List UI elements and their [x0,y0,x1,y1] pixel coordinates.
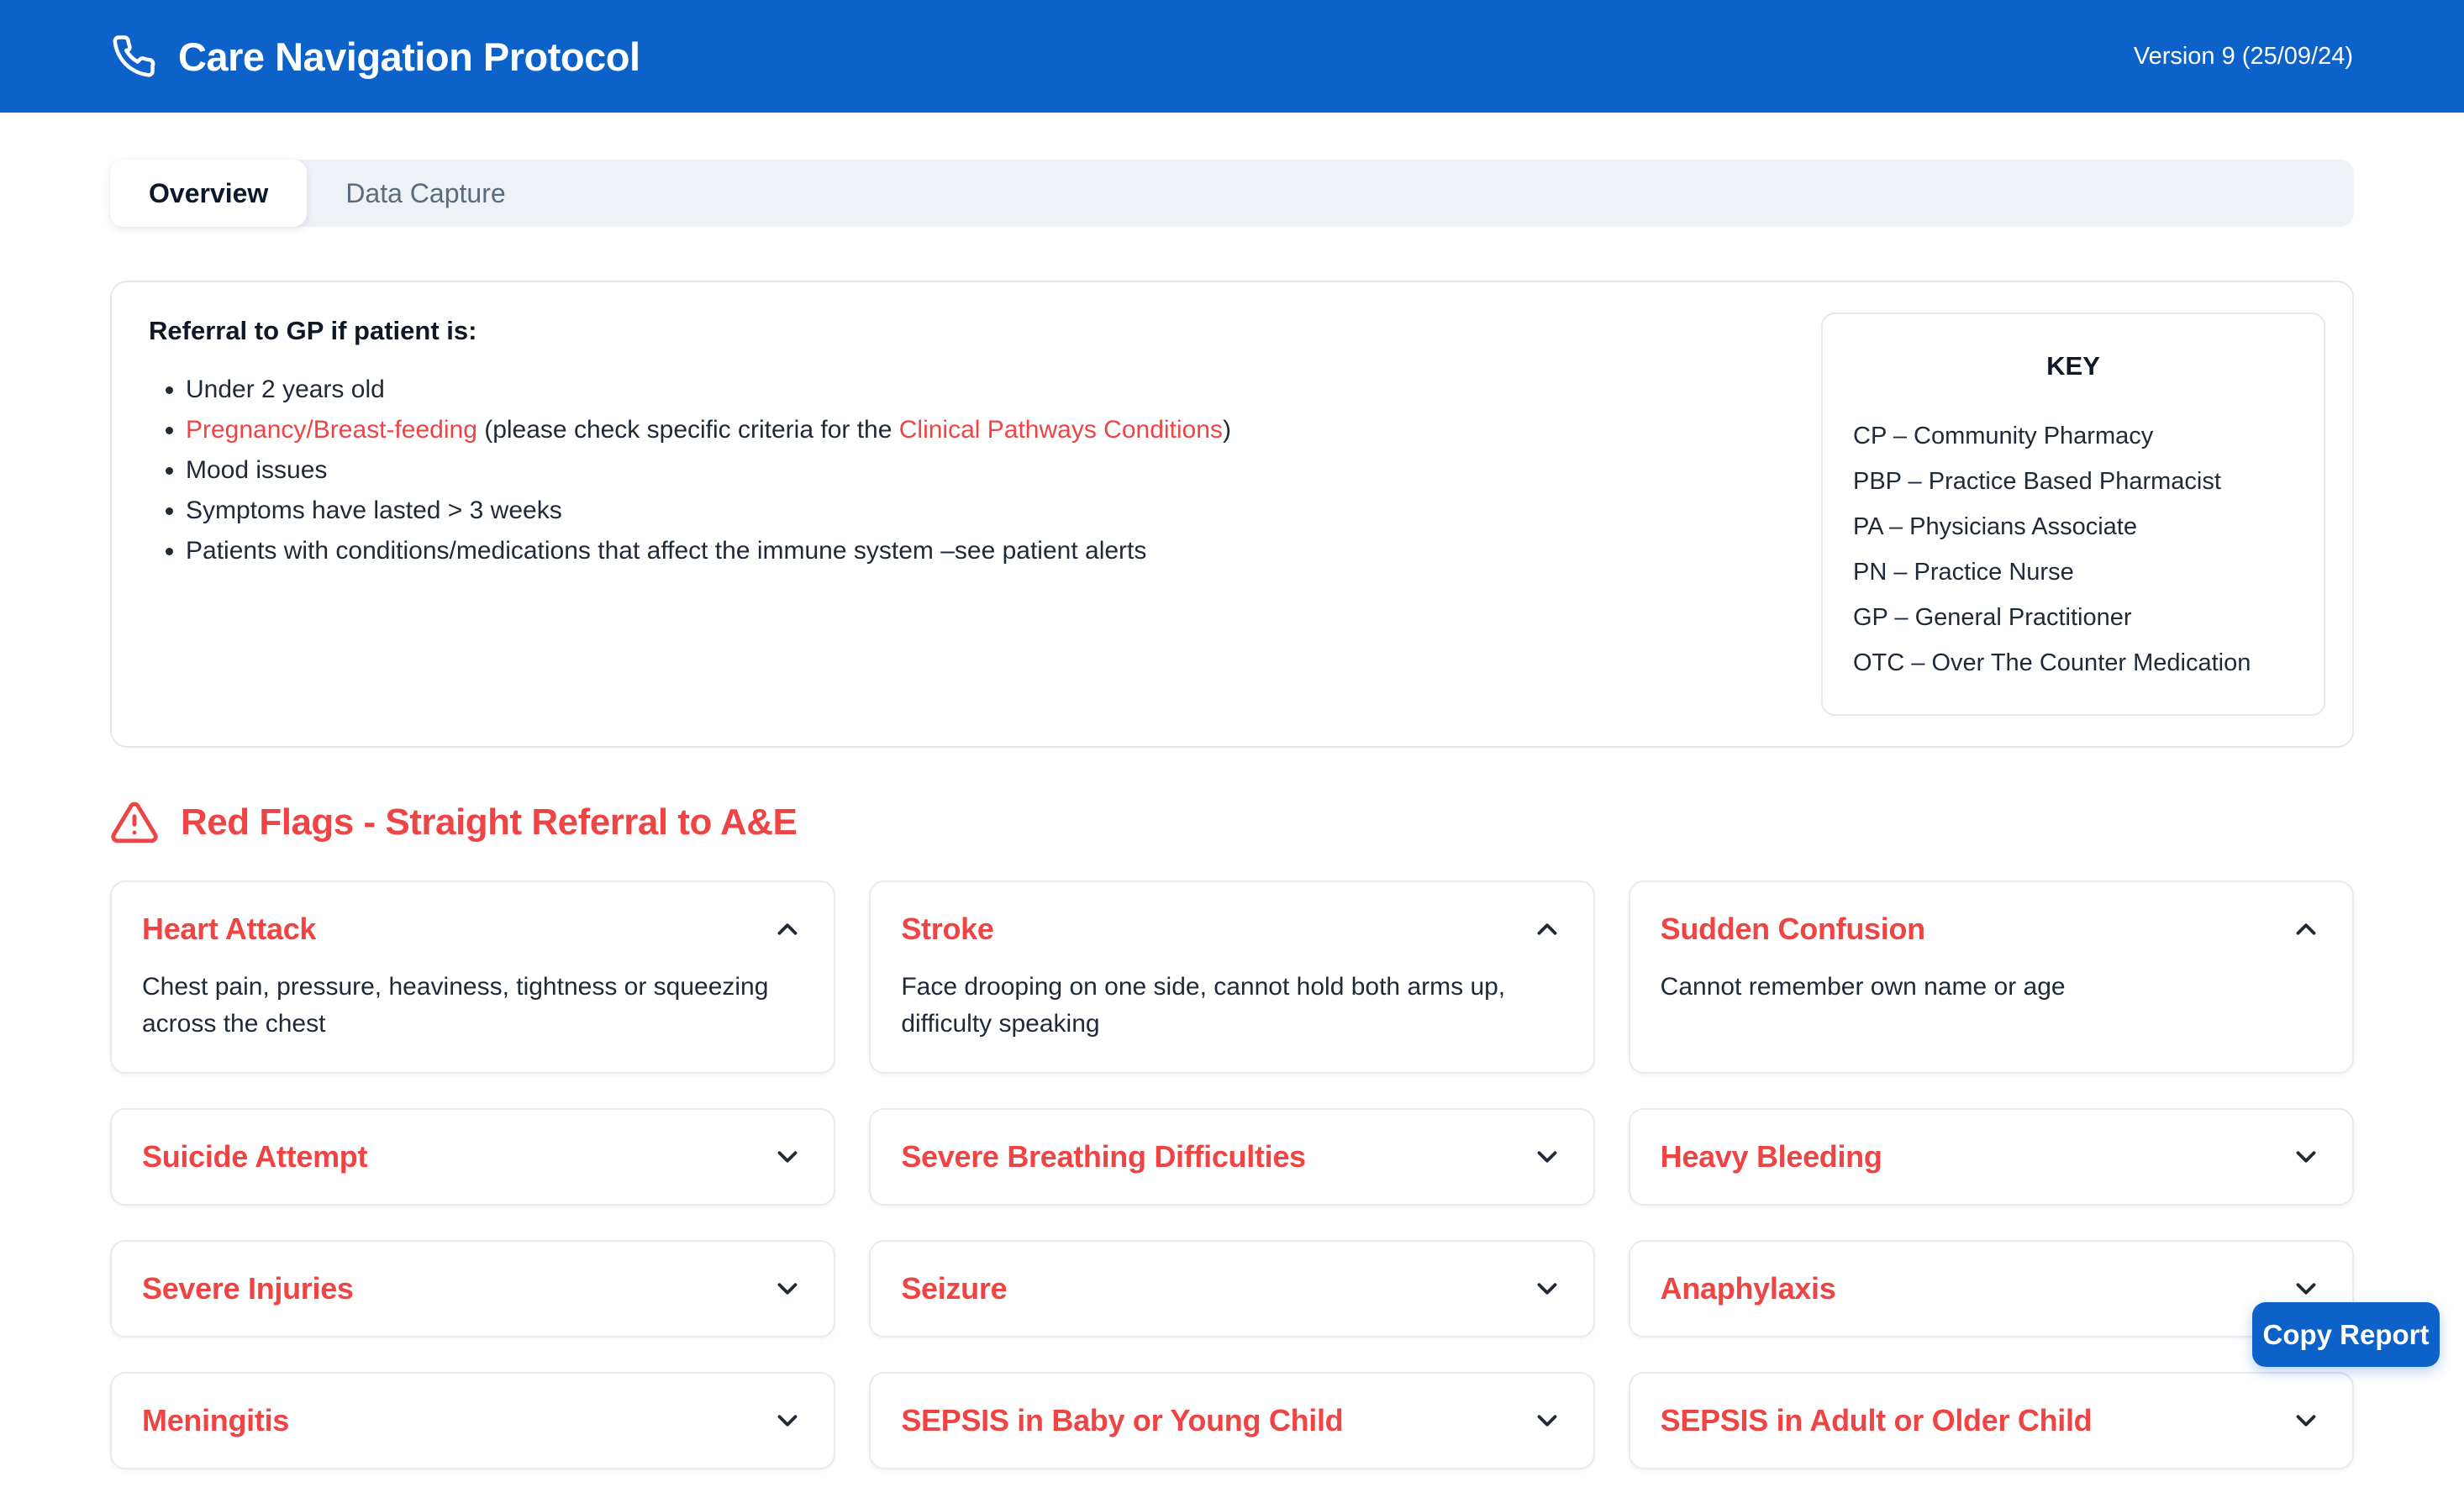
card-body: Face drooping on one side, cannot hold b… [901,969,1562,1043]
referral-bullet: Patients with conditions/medications tha… [186,531,1781,571]
card-title: Anaphylaxis [1661,1271,1836,1306]
card-header[interactable]: Sudden Confusion [1661,912,2322,947]
referral-bullet-text: Symptoms have lasted > 3 weeks [186,497,562,524]
referral-bullet: Symptoms have lasted > 3 weeks [186,491,1781,531]
card-title: SEPSIS in Adult or Older Child [1661,1403,2093,1438]
card-header[interactable]: Suicide Attempt [142,1139,803,1175]
key-entry: PA – Physicians Associate [1853,504,2293,549]
referral-bullet-list: Under 2 years old Pregnancy/Breast-feedin… [149,370,1781,571]
chevron-up-icon[interactable] [771,913,803,945]
red-flag-card-stroke[interactable]: Stroke Face drooping on one side, cannot… [869,880,1594,1074]
referral-bullet: Pregnancy/Breast-feeding (please check s… [186,410,1781,450]
card-title: Heart Attack [142,912,316,947]
chevron-up-icon[interactable] [1531,913,1563,945]
key-entry: PN – Practice Nurse [1853,549,2293,595]
card-header[interactable]: Seizure [901,1271,1562,1306]
referral-bullet-highlight: Pregnancy/Breast-feeding [186,416,477,444]
red-flag-card-suicide-attempt[interactable]: Suicide Attempt [110,1108,835,1206]
card-header[interactable]: SEPSIS in Adult or Older Child [1661,1403,2322,1438]
key-entry-list: CP – Community PharmacyPBP – Practice Ba… [1853,413,2293,686]
app-header: Care Navigation Protocol Version 9 (25/0… [0,0,2464,113]
copy-report-button[interactable]: Copy Report [2252,1302,2440,1367]
card-title: Seizure [901,1271,1007,1306]
card-title: Meningitis [142,1403,289,1438]
red-flags-title: Red Flags - Straight Referral to A&E [181,801,797,843]
red-flag-card-sudden-confusion[interactable]: Sudden Confusion Cannot remember own nam… [1629,880,2354,1074]
card-header[interactable]: SEPSIS in Baby or Young Child [901,1403,1562,1438]
card-title: Stroke [901,912,993,947]
referral-info: Referral to GP if patient is: Under 2 ye… [139,313,1781,716]
card-title: Severe Injuries [142,1271,354,1306]
chevron-down-icon[interactable] [1531,1141,1563,1173]
card-title: Suicide Attempt [142,1139,367,1175]
referral-bullet: Mood issues [186,450,1781,491]
referral-bullet-text: Mood issues [186,456,327,484]
red-flags-heading: Red Flags - Straight Referral to A&E [110,798,2354,847]
card-header[interactable]: Heavy Bleeding [1661,1139,2322,1175]
tab-bar: OverviewData Capture [110,160,2354,227]
key-entry: OTC – Over The Counter Medication [1853,640,2293,686]
red-flag-card-seizure[interactable]: Seizure [869,1240,1594,1337]
card-header[interactable]: Severe Breathing Difficulties [901,1139,1562,1175]
page-title: Care Navigation Protocol [178,34,640,80]
referral-heading: Referral to GP if patient is: [149,316,1781,346]
chevron-up-icon[interactable] [2290,913,2322,945]
red-flag-cards-grid: Heart Attack Chest pain, pressure, heavi… [110,880,2354,1503]
chevron-down-icon[interactable] [771,1141,803,1173]
card-header[interactable]: Severe Injuries [142,1271,803,1306]
red-flag-card-anaphylaxis[interactable]: Anaphylaxis [1629,1240,2354,1337]
red-flag-card-sepsis-in-baby-or-young-child[interactable]: SEPSIS in Baby or Young Child [869,1372,1594,1469]
red-flag-card-heavy-bleeding[interactable]: Heavy Bleeding [1629,1108,2354,1206]
chevron-down-icon[interactable] [2290,1141,2322,1173]
card-header[interactable]: Heart Attack [142,912,803,947]
card-title: Sudden Confusion [1661,912,1925,947]
red-flag-card-severe-breathing-difficulties[interactable]: Severe Breathing Difficulties [869,1108,1594,1206]
chevron-down-icon[interactable] [2290,1273,2322,1305]
red-flag-card-severe-injuries[interactable]: Severe Injuries [110,1240,835,1337]
referral-bullet-text: Patients with conditions/medications tha… [186,537,1146,565]
card-title: SEPSIS in Baby or Young Child [901,1403,1343,1438]
referral-bullet-text: (please check specific criteria for the [477,416,899,444]
chevron-down-icon[interactable] [771,1405,803,1437]
card-header[interactable]: Stroke [901,912,1562,947]
key-box: KEY CP – Community PharmacyPBP – Practic… [1821,313,2325,716]
card-header[interactable]: Anaphylaxis [1661,1271,2322,1306]
version-label: Version 9 (25/09/24) [2134,43,2353,71]
card-body: Chest pain, pressure, heaviness, tightne… [142,969,803,1043]
referral-bullet-text: ) [1223,416,1231,444]
card-title: Severe Breathing Difficulties [901,1139,1305,1175]
card-title: Heavy Bleeding [1661,1139,1882,1175]
referral-bullet-highlight: Clinical Pathways Conditions [899,416,1223,444]
tab-overview[interactable]: Overview [110,160,307,227]
referral-bullet: Under 2 years old [186,370,1781,410]
key-entry: CP – Community Pharmacy [1853,413,2293,459]
chevron-down-icon[interactable] [1531,1405,1563,1437]
tab-data-capture[interactable]: Data Capture [307,160,544,227]
chevron-down-icon[interactable] [771,1273,803,1305]
content: OverviewData Capture Referral to GP if p… [110,160,2354,1503]
red-flag-card-heart-attack[interactable]: Heart Attack Chest pain, pressure, heavi… [110,880,835,1074]
chevron-down-icon[interactable] [1531,1273,1563,1305]
key-entry: PBP – Practice Based Pharmacist [1853,459,2293,504]
key-title: KEY [1853,351,2293,381]
phone-icon [111,34,156,79]
card-body: Cannot remember own name or age [1661,969,2322,1006]
referral-card: Referral to GP if patient is: Under 2 ye… [110,281,2354,748]
red-flag-card-sepsis-in-adult-or-older-child[interactable]: SEPSIS in Adult or Older Child [1629,1372,2354,1469]
warning-triangle-icon [110,798,159,847]
red-flag-card-meningitis[interactable]: Meningitis [110,1372,835,1469]
chevron-down-icon[interactable] [2290,1405,2322,1437]
key-entry: GP – General Practitioner [1853,595,2293,640]
referral-bullet-text: Under 2 years old [186,376,385,403]
card-header[interactable]: Meningitis [142,1403,803,1438]
